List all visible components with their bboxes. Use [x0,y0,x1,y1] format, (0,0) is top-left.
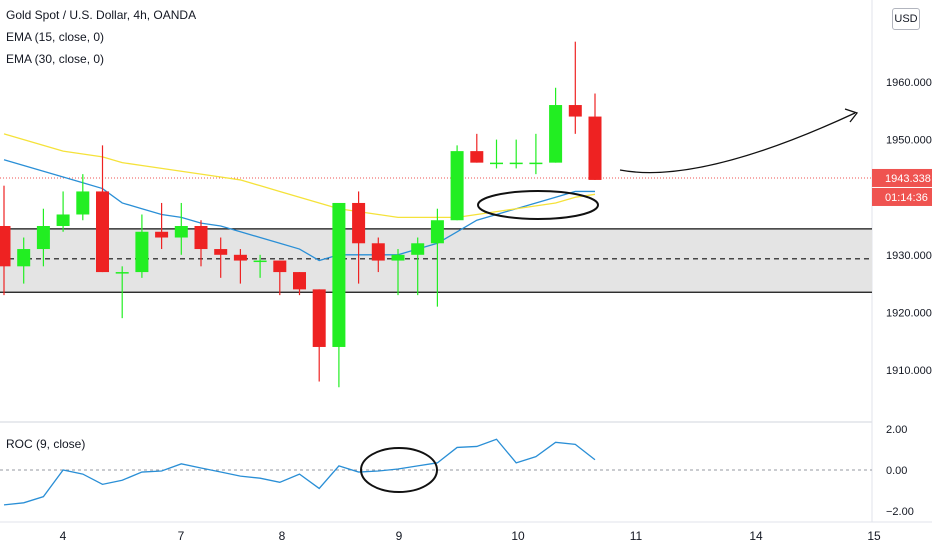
candle-body [332,202,346,347]
countdown-label: 01:14:36 [885,192,928,204]
candle-body [194,226,208,250]
candle-body [0,226,11,267]
candle-body [568,105,582,117]
symbol-title: Gold Spot / U.S. Dollar, 4h, OANDA [6,8,197,22]
candle-body [253,260,267,263]
projection-arrowhead [844,108,859,123]
time-tick-label: 7 [178,529,185,543]
candle-body [470,151,484,163]
projection-arrow [619,112,856,174]
candle-body [293,272,306,290]
candle-body [352,202,366,244]
candle-body [588,116,602,180]
candle-body [312,289,326,347]
price-tick-label: 1920.000 [886,307,932,319]
time-tick-label: 11 [630,529,643,543]
roc-tick-label: −2.00 [886,506,914,518]
candle-body [371,243,385,261]
candle-body [549,105,563,163]
time-tick-label: 15 [867,529,881,543]
time-tick-label: 9 [396,529,403,543]
ema30-legend: EMA (30, close, 0) [6,52,105,66]
roc-tick-label: 2.00 [886,424,907,436]
candle-body [430,220,444,244]
candle-body [273,260,287,273]
candle-body [174,226,188,238]
candle-body [135,231,149,273]
last-price-label: 1943.338 [885,173,931,185]
ema30-line [3,133,596,219]
candle-body [155,231,169,238]
roc-tick-label: 0.00 [886,465,907,477]
candle-body [411,243,425,255]
candle-body [391,254,405,261]
price-tick-label: 1910.000 [886,365,932,377]
candle-body [115,272,129,274]
countdown-badge [872,187,932,206]
candle-body [450,151,464,221]
annotation-ellipse-roc [360,447,438,493]
candle-body [490,162,503,165]
candle-body [233,254,247,261]
annotation-ellipse-main [477,190,599,220]
price-tick-label: 1950.000 [886,135,932,147]
candle-body [214,249,228,255]
candle-body [17,249,31,267]
candle-body [56,214,70,226]
ema15-legend: EMA (15, close, 0) [6,30,105,44]
candle-body [76,191,90,215]
candle-body [509,162,523,165]
candle-body [36,226,50,250]
candle-body [96,191,109,273]
currency-button[interactable]: USD [892,8,920,30]
time-tick-label: 4 [60,529,67,543]
time-tick-label: 8 [279,529,286,543]
price-tick-label: 1960.000 [886,77,932,89]
time-tick-label: 10 [511,529,525,543]
time-tick-label: 14 [749,529,763,543]
roc-line [3,438,596,506]
last-price-badge [872,168,932,187]
candle-body [529,162,543,165]
price-tick-label: 1930.000 [886,250,932,262]
roc-legend: ROC (9, close) [6,437,86,451]
